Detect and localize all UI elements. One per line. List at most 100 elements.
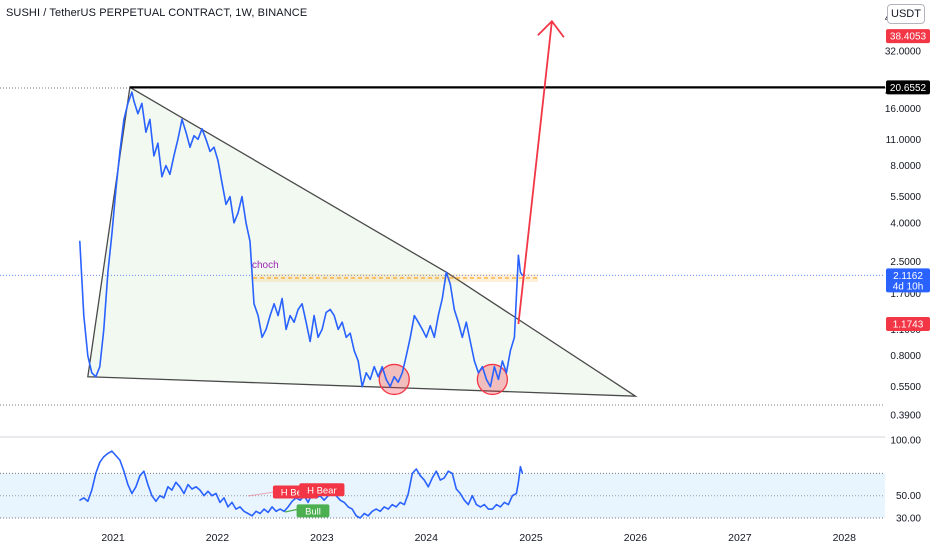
rsi-point-24 bbox=[175, 481, 177, 483]
price-tick-1: 32.0000 bbox=[885, 47, 922, 58]
rsi-point-85 bbox=[419, 475, 421, 477]
price-point-55 bbox=[297, 308, 299, 311]
rsi-point-76 bbox=[383, 506, 385, 508]
rsi-point-104 bbox=[495, 504, 497, 506]
rsi-point-25 bbox=[179, 486, 181, 488]
price-point-32 bbox=[205, 138, 207, 140]
price-point-64 bbox=[333, 315, 335, 317]
x-tick-0: 2021 bbox=[101, 532, 125, 544]
rsi-point-32 bbox=[207, 490, 209, 492]
rsi-point-73 bbox=[371, 510, 373, 512]
price-point-7 bbox=[107, 271, 109, 273]
rsi-point-3 bbox=[91, 489, 93, 491]
price-point-53 bbox=[289, 315, 291, 317]
currency-button[interactable]: USDT bbox=[887, 4, 925, 24]
triangle-pattern bbox=[87, 86, 638, 397]
price-tick-9: 1.7000 bbox=[890, 289, 921, 300]
price-point-31 bbox=[201, 128, 203, 130]
rsi-point-82 bbox=[407, 492, 409, 495]
price-point-83 bbox=[409, 336, 411, 338]
price-point-93 bbox=[449, 283, 451, 285]
rsi-point-44 bbox=[255, 510, 257, 512]
price-point-48 bbox=[269, 315, 271, 317]
rsi-point-99 bbox=[475, 504, 477, 506]
rsi-point-83 bbox=[411, 472, 413, 475]
rsi-point-29 bbox=[195, 486, 197, 488]
rsi-point-94 bbox=[455, 488, 457, 490]
rsi-point-90 bbox=[439, 479, 441, 481]
price-point-0 bbox=[79, 240, 81, 242]
rsi-point-22 bbox=[167, 486, 169, 488]
price-tick-11: 0.8000 bbox=[890, 351, 921, 362]
price-point-111 bbox=[519, 271, 522, 273]
rsi-point-0 bbox=[79, 499, 81, 501]
rsi-point-46 bbox=[263, 508, 265, 510]
price-point-52 bbox=[285, 328, 287, 331]
price-point-95 bbox=[457, 321, 459, 323]
rsi-point-69 bbox=[355, 515, 357, 517]
price-point-62 bbox=[325, 311, 327, 314]
x-tick-5: 2026 bbox=[624, 532, 648, 544]
price-tag-sub-2: 4d 10h bbox=[893, 281, 924, 292]
price-point-46 bbox=[261, 336, 263, 338]
rsi-point-48 bbox=[271, 506, 273, 508]
price-tick-12: 0.5500 bbox=[890, 382, 921, 393]
rsi-point-78 bbox=[391, 504, 393, 506]
price-point-3 bbox=[91, 372, 93, 374]
price-point-98 bbox=[469, 340, 471, 343]
choch-label: choch bbox=[252, 260, 279, 271]
price-point-16 bbox=[141, 102, 143, 105]
rsi-point-12 bbox=[127, 483, 129, 486]
price-point-50 bbox=[277, 315, 279, 317]
rsi-point-106 bbox=[503, 501, 505, 503]
rsi-point-67 bbox=[347, 506, 349, 508]
price-point-34 bbox=[213, 146, 215, 148]
x-tick-3: 2024 bbox=[415, 532, 439, 544]
rsi-point-37 bbox=[227, 506, 229, 508]
price-point-56 bbox=[301, 303, 303, 305]
rsi-point-17 bbox=[147, 483, 149, 486]
rsi-point-61 bbox=[323, 499, 325, 501]
price-point-26 bbox=[181, 118, 183, 121]
price-point-91 bbox=[441, 297, 443, 300]
rsi-point-34 bbox=[215, 492, 217, 495]
rsi-point-7 bbox=[107, 452, 109, 454]
rsi-tick-2: 30.00 bbox=[896, 514, 921, 525]
price-point-17 bbox=[145, 131, 147, 133]
price-point-29 bbox=[193, 135, 195, 137]
rsi-point-52 bbox=[287, 506, 289, 508]
rsi-point-111 bbox=[519, 466, 522, 468]
price-tag-0: 38.4053 bbox=[890, 32, 927, 43]
rsi-point-11 bbox=[123, 470, 125, 472]
rsi-point-9 bbox=[115, 455, 117, 457]
price-point-49 bbox=[273, 303, 275, 305]
rsi-point-66 bbox=[343, 501, 345, 503]
price-point-85 bbox=[417, 321, 419, 323]
rsi-point-13 bbox=[131, 492, 133, 495]
rsi-point-2 bbox=[87, 500, 89, 502]
price-point-11 bbox=[123, 118, 125, 121]
rsi-point-89 bbox=[435, 470, 437, 472]
rsi-point-31 bbox=[203, 495, 205, 497]
rsi-point-20 bbox=[159, 495, 161, 497]
price-tag-1: 20.6552 bbox=[890, 83, 927, 94]
price-point-65 bbox=[337, 328, 339, 331]
price-point-86 bbox=[421, 328, 423, 331]
price-point-71 bbox=[361, 386, 363, 388]
price-point-68 bbox=[349, 332, 351, 334]
rsi-point-108 bbox=[511, 495, 514, 497]
price-point-102 bbox=[485, 378, 487, 381]
rsi-point-16 bbox=[143, 470, 145, 472]
price-tag-3: 1.1743 bbox=[893, 320, 924, 331]
rsi-point-98 bbox=[471, 495, 473, 497]
rsi-point-84 bbox=[415, 468, 417, 470]
price-point-58 bbox=[309, 340, 311, 343]
rsi-point-103 bbox=[491, 508, 493, 510]
rsi-point-1 bbox=[83, 497, 85, 499]
price-point-8 bbox=[111, 233, 113, 235]
price-point-33 bbox=[209, 150, 211, 153]
rsi-point-6 bbox=[103, 456, 105, 458]
price-point-101 bbox=[481, 366, 483, 368]
